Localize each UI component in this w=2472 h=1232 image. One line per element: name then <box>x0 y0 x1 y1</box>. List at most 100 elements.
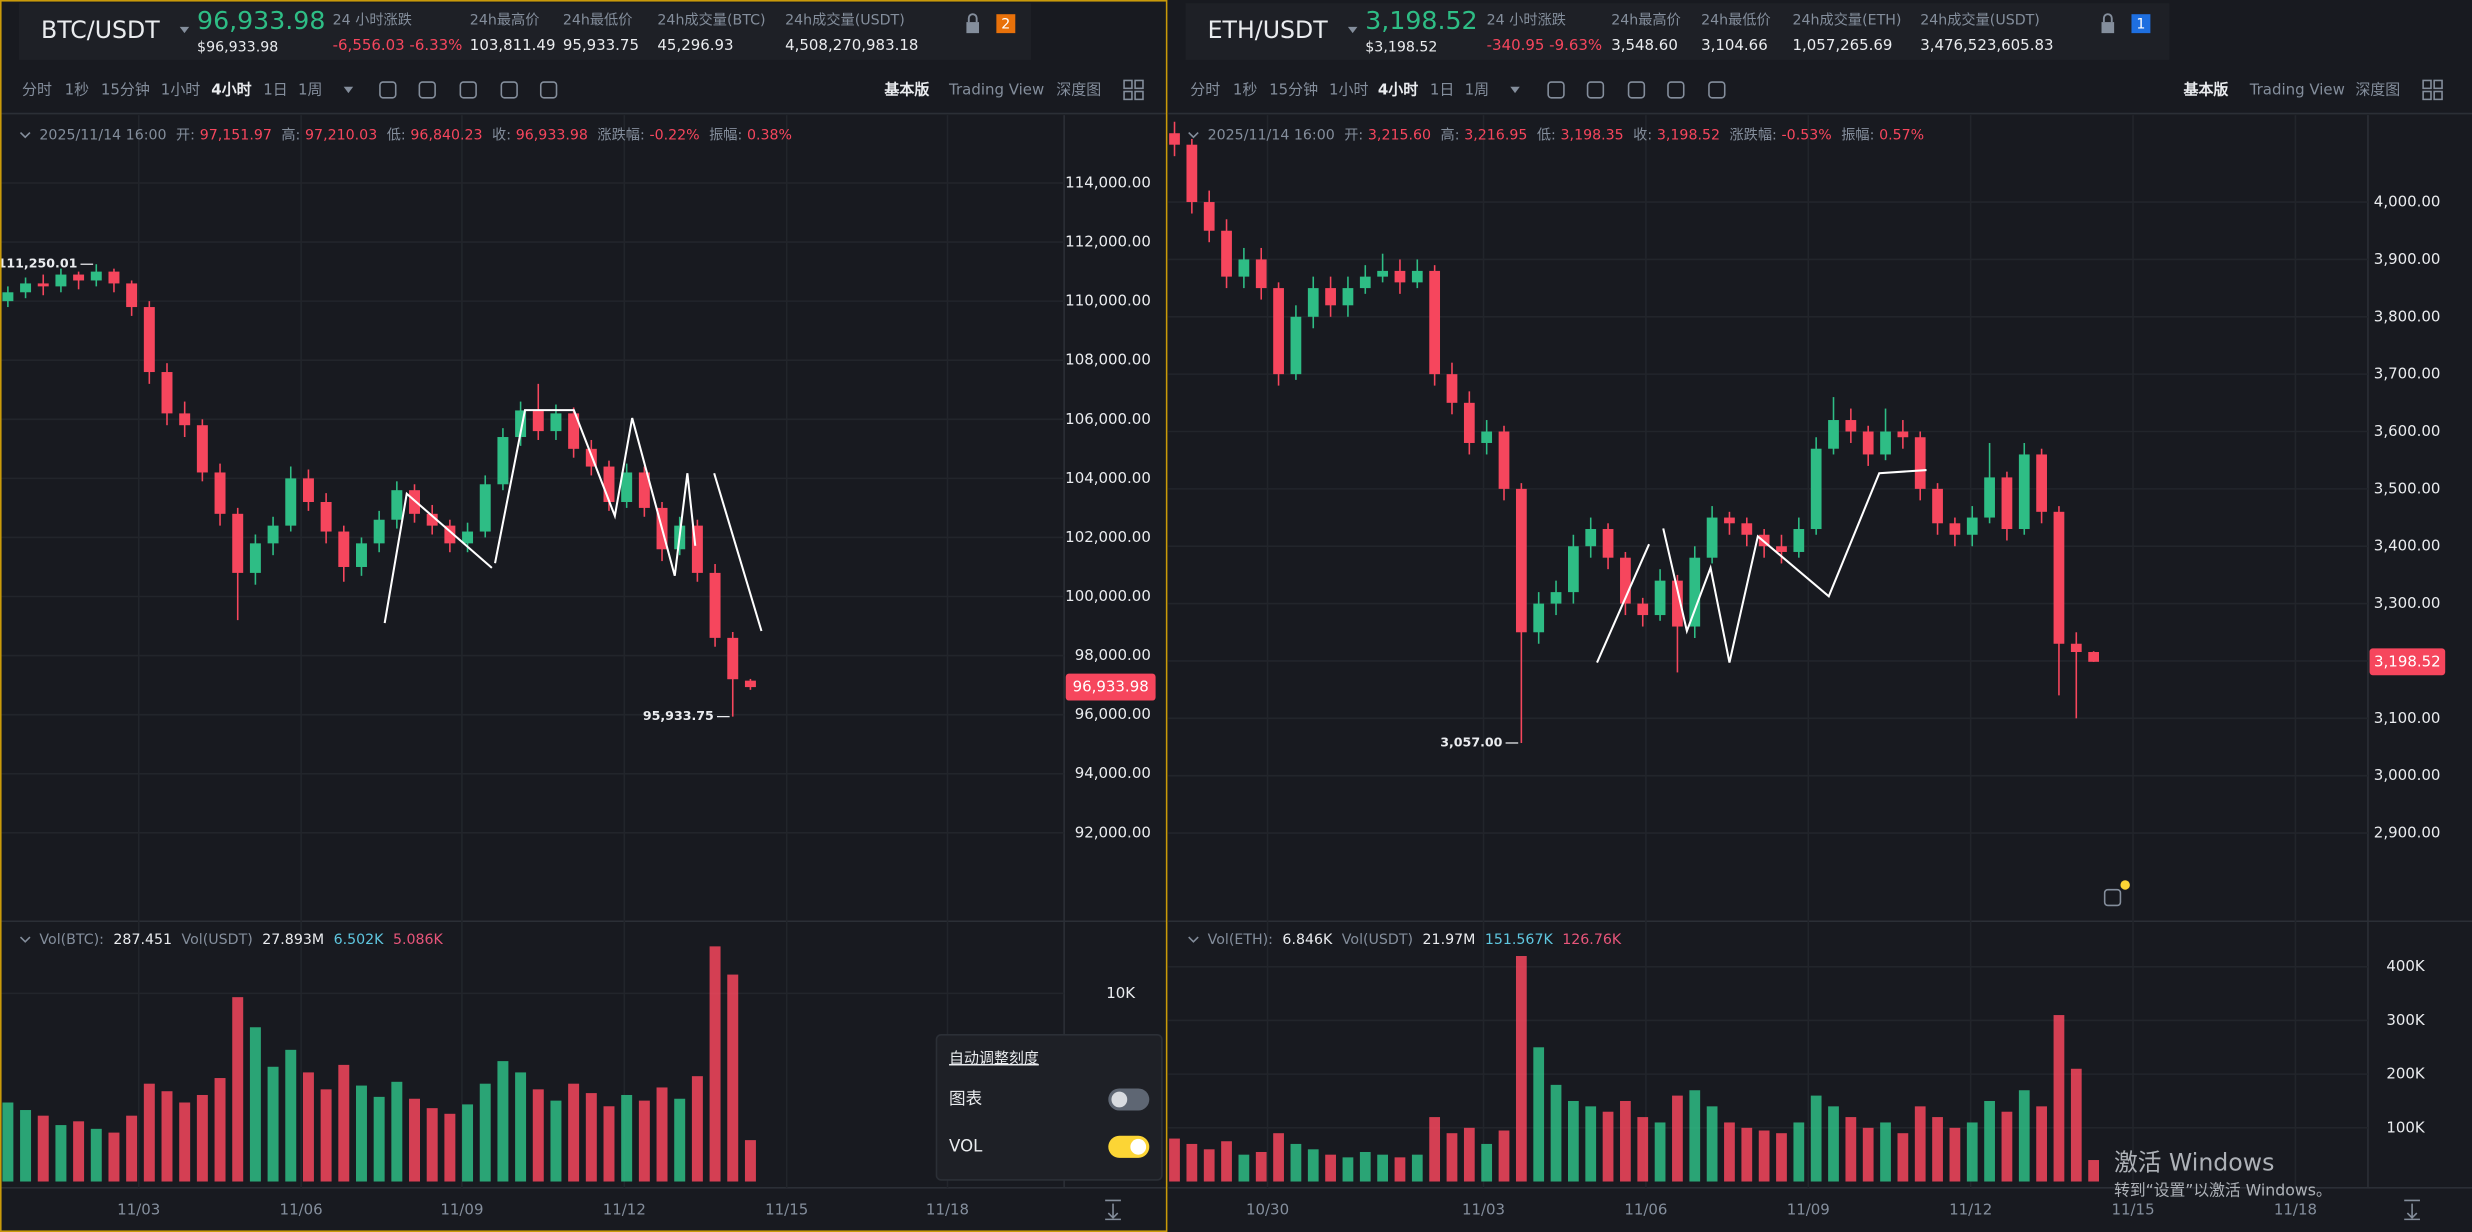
volume-bar <box>656 1087 668 1182</box>
layout-icon[interactable] <box>2422 79 2432 90</box>
last-price: 3,198.52 <box>1365 6 1477 35</box>
volume-bar <box>373 1096 385 1182</box>
interval[interactable]: 1秒 <box>65 80 90 98</box>
volume-bar <box>161 1091 173 1182</box>
candle-body <box>1481 431 1493 443</box>
volume-bar <box>249 1027 261 1182</box>
y-tick-label: 3,100.00 <box>2374 709 2441 727</box>
volume-bar <box>126 1115 138 1182</box>
watermark-sub: 转到“设置”以激活 Windows。 <box>2114 1180 2332 1199</box>
popup-title[interactable]: 自动调整刻度 <box>949 1049 1039 1067</box>
candle-body <box>1828 420 1839 449</box>
interval[interactable]: 分时 <box>1190 80 1220 98</box>
interval-dropdown[interactable] <box>1510 86 1520 94</box>
volume-bar <box>1568 1100 1579 1182</box>
badge[interactable] <box>2131 14 2151 34</box>
interval[interactable]: 1日 <box>263 80 287 98</box>
layout-icon[interactable] <box>2433 79 2443 90</box>
mode-tab[interactable]: Trading View <box>2249 80 2345 98</box>
vol-caret[interactable] <box>19 936 31 943</box>
tool-icon[interactable] <box>539 81 558 99</box>
volume-legend-item: 6.846K <box>1282 932 1333 948</box>
volume-bar <box>426 1108 438 1182</box>
candle-body <box>320 502 332 532</box>
y-tick-label: 108,000.00 <box>1065 351 1151 369</box>
candle-body <box>90 271 102 281</box>
volume-bar <box>2070 1068 2082 1182</box>
layout-icon[interactable] <box>2422 90 2432 101</box>
volume-bar <box>1602 1111 1614 1182</box>
volume-bar <box>1498 1130 1510 1182</box>
interval-dropdown[interactable] <box>343 86 354 94</box>
candle-body <box>1914 437 1926 489</box>
vol-tick-label: 200K <box>2386 1065 2426 1083</box>
mode-tab[interactable]: Trading View <box>948 80 1044 98</box>
candle-body <box>1429 270 1441 375</box>
symbol[interactable]: BTC/USDT <box>41 16 160 44</box>
tool-icon[interactable] <box>1586 81 1605 99</box>
layout-icon[interactable] <box>1134 90 1144 101</box>
mode-tab[interactable]: 深度图 <box>1056 80 1101 98</box>
date-label: 10/30 <box>1246 1200 1289 1218</box>
interval[interactable]: 1周 <box>298 80 322 98</box>
volume-bar <box>196 1094 208 1182</box>
volume-bar <box>585 1093 597 1182</box>
price-usd: $96,933.98 <box>197 39 278 55</box>
interval[interactable]: 1小时 <box>1329 80 1368 98</box>
volume-bar <box>1481 1143 1493 1182</box>
volume-bar <box>214 1078 226 1182</box>
vol-caret[interactable] <box>1188 936 1199 943</box>
interval[interactable]: 15分钟 <box>101 80 150 98</box>
interval[interactable]: 4小时 <box>1378 80 1418 98</box>
ohlc-value: 3,198.35 <box>1561 128 1624 144</box>
interval[interactable]: 1秒 <box>1233 80 1258 98</box>
tool-icon[interactable] <box>1667 81 1685 99</box>
tool-icon[interactable] <box>500 81 518 99</box>
collapse-caret[interactable] <box>19 131 31 139</box>
candle-body <box>1724 517 1735 524</box>
candle-body <box>1273 288 1284 375</box>
mode-tab[interactable]: 基本版 <box>883 80 929 98</box>
candle-body <box>497 437 509 485</box>
ohlc-label: 振幅: <box>709 128 742 144</box>
interval[interactable]: 1日 <box>1430 80 1454 98</box>
mode-tab[interactable]: 基本版 <box>2182 80 2228 98</box>
scroll-end-icon[interactable] <box>2404 1199 2420 1221</box>
header-bar <box>1185 3 2170 60</box>
volume-bar <box>479 1083 491 1182</box>
stat-value: 95,933.75 <box>563 36 639 54</box>
tool-icon[interactable] <box>379 81 397 99</box>
tool-icon[interactable] <box>1547 81 1565 99</box>
tool-icon[interactable] <box>418 81 436 99</box>
y-tick-label: 3,500.00 <box>2374 479 2441 497</box>
collapse-caret[interactable] <box>1188 131 1199 139</box>
candle-body <box>55 274 67 287</box>
layout-icon[interactable] <box>1123 79 1133 90</box>
badge[interactable] <box>996 14 1016 34</box>
volume-bar <box>691 1076 703 1182</box>
symbol[interactable]: ETH/USDT <box>1208 16 1329 44</box>
stat-label: 24h成交量(ETH) <box>1793 12 1902 29</box>
interval[interactable]: 1小时 <box>161 80 200 98</box>
interval[interactable]: 分时 <box>22 80 52 98</box>
mode-tab[interactable]: 深度图 <box>2355 80 2400 98</box>
interval[interactable]: 15分钟 <box>1269 80 1318 98</box>
high-label: 111,250.01 <box>0 256 77 271</box>
volume-bar <box>674 1098 686 1182</box>
interval[interactable]: 1周 <box>1465 80 1489 98</box>
volume-legend-item: 287.451 <box>113 932 172 948</box>
layout-icon[interactable] <box>2433 90 2443 101</box>
toggle-knob <box>1130 1138 1147 1155</box>
date-label: 11/09 <box>440 1200 483 1218</box>
layout-icon[interactable] <box>1123 90 1133 101</box>
tool-icon[interactable] <box>1627 81 1646 99</box>
tool-icon[interactable] <box>1708 81 1726 99</box>
volume-bar <box>462 1104 474 1182</box>
volume-bar <box>409 1098 420 1182</box>
candle-body <box>1672 580 1683 627</box>
y-tick-label: 92,000.00 <box>1075 823 1151 841</box>
layout-icon[interactable] <box>1134 79 1144 90</box>
scroll-end-icon[interactable] <box>1105 1199 1121 1221</box>
tool-icon[interactable] <box>459 81 477 99</box>
interval[interactable]: 4小时 <box>211 80 251 98</box>
